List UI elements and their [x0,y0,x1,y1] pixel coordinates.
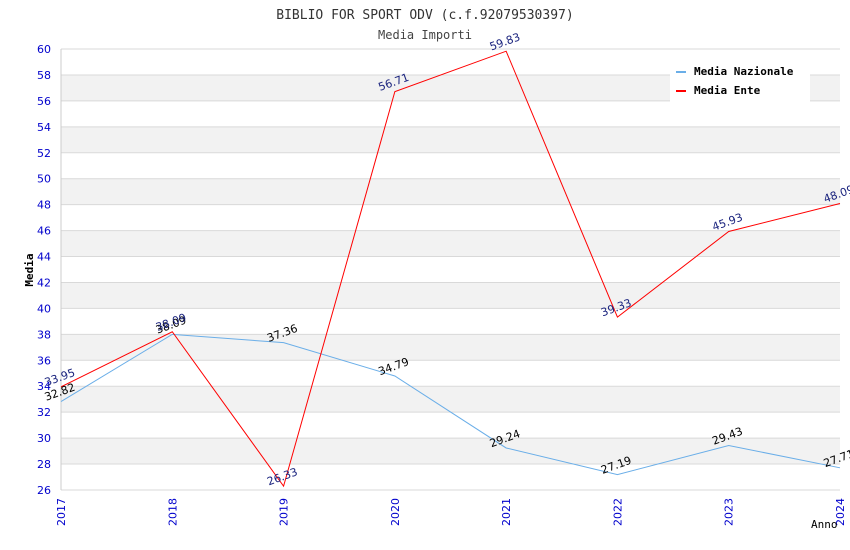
grid-band [61,386,840,413]
x-tick-label: 2017 [55,498,68,526]
y-tick-label: 32 [37,406,51,419]
y-tick-label: 26 [37,484,51,497]
series-lines [60,50,841,488]
background-bands [61,74,840,465]
grid-band [61,282,840,309]
legend-box [670,60,810,102]
y-tick-label: 50 [37,173,51,186]
y-tick-label: 38 [37,328,51,341]
y-tick-label: 58 [37,69,51,82]
series-line-media-ente [60,50,841,488]
grid-band [61,230,840,257]
y-tick-label: 46 [37,225,51,238]
x-tick-label: 2019 [278,498,291,526]
grid-lines [60,48,840,491]
y-tick-label: 44 [37,251,51,264]
x-tick-label: 2020 [389,498,402,526]
grid-band [61,126,840,153]
x-tick-label: 2021 [500,498,513,526]
legend-label-nazionale: Media Nazionale [694,65,794,78]
y-tick-label: 60 [37,43,51,56]
y-tick-label: 34 [37,380,51,393]
y-tick-label: 36 [37,354,51,367]
x-tick-label: 2022 [611,498,624,526]
series-line-media-nazionale [60,333,841,476]
chart-title: BIBLIO FOR SPORT ODV (c.f.92079530397) [276,8,573,23]
legend-label-ente: Media Ente [694,84,761,97]
y-tick-label: 28 [37,458,51,471]
x-tick-label: 2018 [166,498,179,526]
grid-band [61,438,840,465]
y-tick-label: 56 [37,95,51,108]
grid-band [61,178,840,205]
y-axis-label: Media [23,253,36,286]
y-tick-label: 40 [37,302,51,315]
x-tick-label: 2024 [834,498,847,526]
data-label: 59.83 [488,30,522,53]
x-axis-label: Anno [811,518,838,531]
y-tick-label: 52 [37,147,51,160]
y-tick-label: 48 [37,199,51,212]
chart-subtitle: Media Importi [378,28,472,42]
y-tick-label: 42 [37,276,51,289]
x-axis-ticks: 2017 2018 2019 2020 2021 2022 2023 2024 [55,498,847,526]
y-tick-label: 30 [37,432,51,445]
legend: Media Nazionale Media Ente [670,60,810,102]
x-tick-label: 2023 [723,498,736,526]
grid-band [61,334,840,361]
y-axis-ticks: 26 28 30 32 34 36 38 40 42 44 46 48 50 52 54 56 58 60 [37,43,51,497]
y-tick-label: 54 [37,121,51,134]
